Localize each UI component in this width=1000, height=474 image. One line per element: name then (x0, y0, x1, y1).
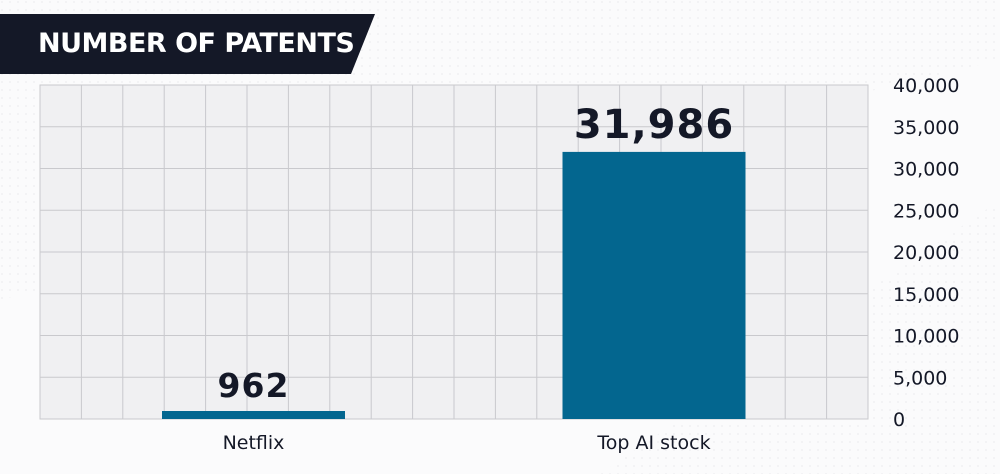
y-tick-label: 35,000 (893, 117, 959, 139)
bar-value-label: 31,986 (574, 102, 734, 148)
title-banner-shape (0, 14, 375, 74)
bar-value-labels: 962 31,986 (218, 102, 734, 405)
bar-top-ai-stock (562, 151, 746, 419)
y-tick-label: 30,000 (893, 159, 959, 181)
y-axis-tick-labels: 0 5,000 10,000 15,000 20,000 25,000 30,000 35,0… (893, 75, 959, 431)
bars (162, 151, 746, 419)
chart-title: NUMBER OF PATENTS (38, 28, 355, 59)
y-tick-label: 15,000 (893, 284, 959, 306)
category-labels: Netflix Top AI stock (223, 432, 711, 454)
title-banner (0, 14, 375, 74)
category-label: Netflix (223, 432, 285, 454)
y-tick-label: 10,000 (893, 326, 959, 348)
y-tick-label: 0 (893, 409, 905, 431)
category-label: Top AI stock (596, 432, 710, 454)
bar-value-label: 962 (218, 366, 290, 405)
y-tick-label: 5,000 (893, 367, 947, 389)
y-tick-label: 20,000 (893, 242, 959, 264)
bar-netflix (162, 411, 345, 419)
y-tick-label: 25,000 (893, 200, 959, 222)
y-tick-label: 40,000 (893, 75, 959, 97)
